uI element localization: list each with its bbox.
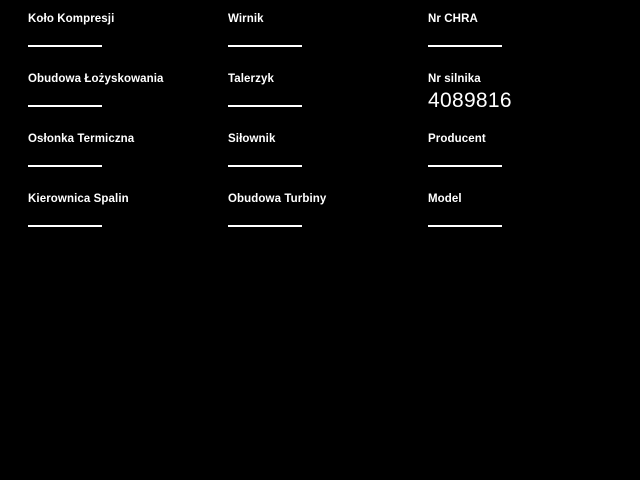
field-label: Talerzyk — [228, 73, 274, 85]
field-obudowa-lozyskowania[interactable]: Obudowa Łożyskowania — [28, 72, 218, 132]
field-blank-underline[interactable] — [228, 165, 302, 167]
field-blank-underline[interactable] — [228, 225, 302, 227]
field-kolo-kompresji[interactable]: Koło Kompresji — [28, 12, 218, 72]
field-label: Koło Kompresji — [28, 13, 115, 25]
field-kierownica-spalin[interactable]: Kierownica Spalin — [28, 192, 218, 252]
field-label: Kierownica Spalin — [28, 193, 129, 205]
field-oslonka-termiczna[interactable]: Osłonka Termiczna — [28, 132, 218, 192]
field-blank-underline[interactable] — [28, 225, 102, 227]
field-label: Producent — [428, 133, 486, 145]
field-nr-silnika[interactable]: Nr silnika 4089816 — [428, 72, 618, 132]
field-obudowa-turbiny[interactable]: Obudowa Turbiny — [228, 192, 418, 252]
field-blank-underline[interactable] — [428, 45, 502, 47]
field-value[interactable]: 4089816 — [428, 89, 512, 112]
field-label: Obudowa Łożyskowania — [28, 73, 164, 85]
field-blank-underline[interactable] — [28, 45, 102, 47]
field-label: Osłonka Termiczna — [28, 133, 135, 145]
field-blank-underline[interactable] — [228, 45, 302, 47]
field-label: Wirnik — [228, 13, 264, 25]
field-blank-underline[interactable] — [228, 105, 302, 107]
field-blank-underline[interactable] — [428, 165, 502, 167]
field-label: Nr CHRA — [428, 13, 478, 25]
field-wirnik[interactable]: Wirnik — [228, 12, 418, 72]
field-nr-chra[interactable]: Nr CHRA — [428, 12, 618, 72]
field-label: Siłownik — [228, 133, 276, 145]
field-blank-underline[interactable] — [28, 105, 102, 107]
field-model[interactable]: Model — [428, 192, 618, 252]
field-blank-underline[interactable] — [428, 225, 502, 227]
field-producent[interactable]: Producent — [428, 132, 618, 192]
field-label: Nr silnika — [428, 73, 481, 85]
field-label: Model — [428, 193, 462, 205]
field-silownik[interactable]: Siłownik — [228, 132, 418, 192]
field-label: Obudowa Turbiny — [228, 193, 327, 205]
field-blank-underline[interactable] — [28, 165, 102, 167]
field-talerzyk[interactable]: Talerzyk — [228, 72, 418, 132]
